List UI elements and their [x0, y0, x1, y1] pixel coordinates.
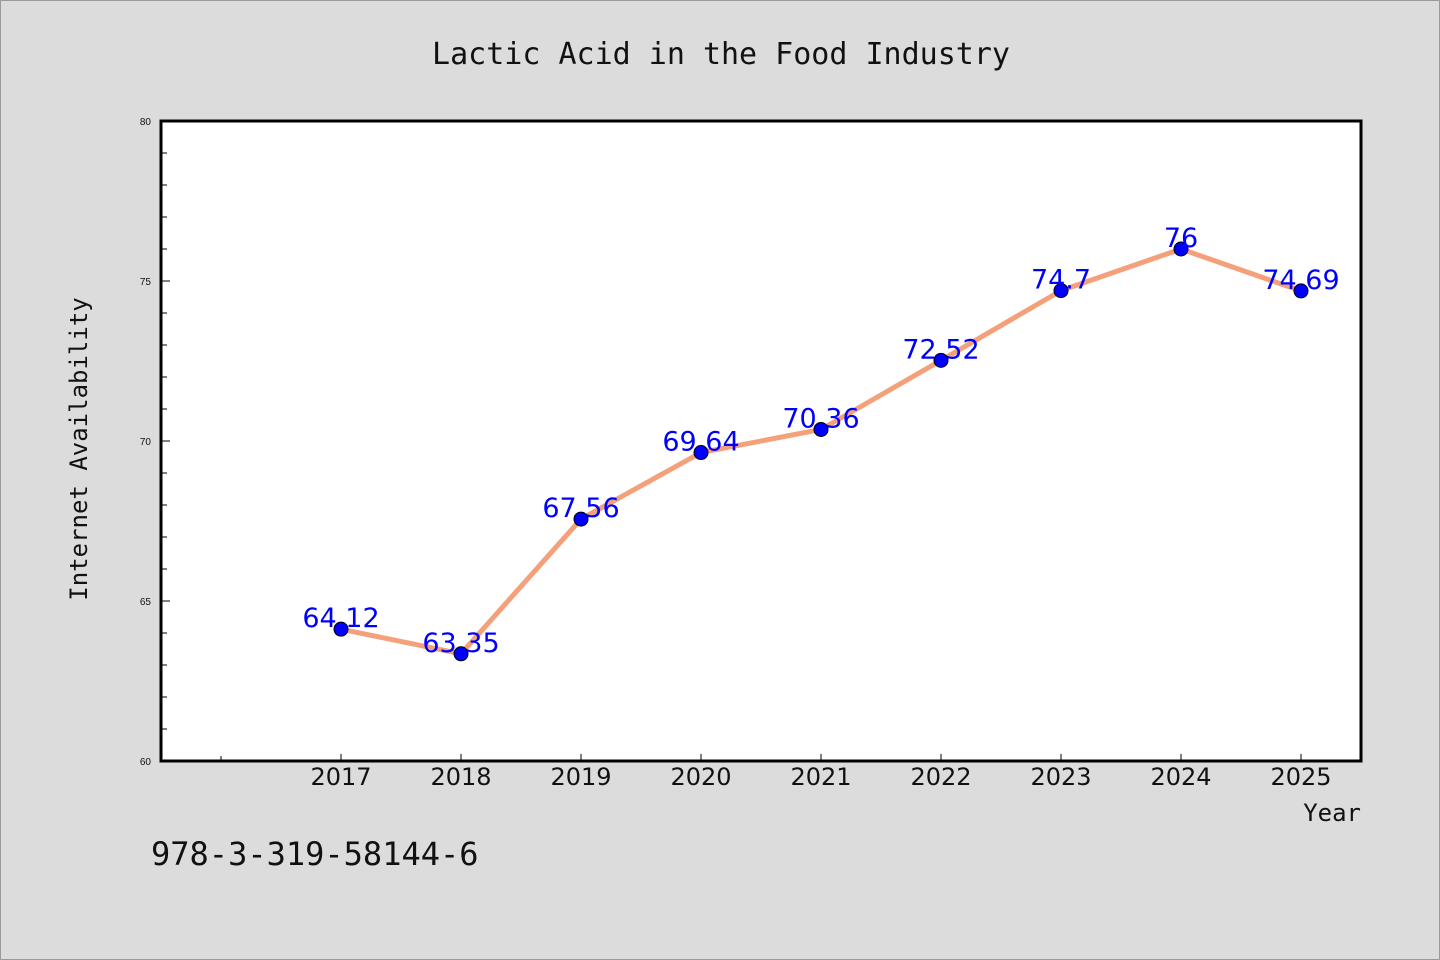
x-tick-label: 2023 [1030, 763, 1091, 791]
x-tick-label: 2020 [670, 763, 731, 791]
x-axis-label: Year [1303, 799, 1361, 827]
data-point [813, 421, 829, 437]
x-tick-label: 2025 [1270, 763, 1331, 791]
data-label: 72.52 [902, 334, 979, 365]
data-point [1053, 283, 1069, 299]
x-tick-label: 2017 [310, 763, 371, 791]
data-label: 70.36 [782, 403, 859, 434]
plot-frame [159, 119, 1363, 763]
x-tick-label: 2018 [430, 763, 491, 791]
data-labels: 64.12 63.35 67.56 69.64 70.36 72.52 74.7 76 74.6… [302, 223, 1339, 659]
footer-identifier: 978-3-319-58144-6 [151, 835, 479, 873]
y-axis-label: Internet Availability [65, 297, 93, 600]
data-label: 63.35 [422, 628, 499, 659]
y-tick-label: 70 [140, 437, 152, 448]
data-label: 64.12 [302, 603, 379, 634]
x-tick-label: 2022 [910, 763, 971, 791]
data-point [333, 621, 349, 637]
y-tick-label: 80 [140, 117, 152, 128]
series-line [333, 241, 1309, 662]
data-point [453, 646, 469, 662]
data-point [1293, 283, 1309, 299]
data-point [573, 511, 589, 527]
y-tick-label: 65 [140, 597, 152, 608]
data-point [1173, 241, 1189, 257]
x-tick-label: 2021 [790, 763, 851, 791]
x-tick-label: 2019 [550, 763, 611, 791]
data-label: 74.69 [1262, 265, 1339, 296]
x-axis-ticks: 2017 2018 2019 2020 2021 2022 2023 2024 2025 [220, 754, 1332, 791]
data-label: 67.56 [542, 493, 619, 524]
data-label: 69.64 [662, 427, 739, 458]
data-label: 76 [1164, 223, 1198, 254]
data-label: 74.7 [1031, 265, 1091, 296]
data-point [693, 445, 709, 461]
data-point [933, 352, 949, 368]
y-tick-label: 75 [140, 277, 152, 288]
y-tick-label: 60 [140, 757, 152, 768]
x-tick-label: 2024 [1150, 763, 1211, 791]
chart-title: Lactic Acid in the Food Industry [432, 37, 1010, 72]
